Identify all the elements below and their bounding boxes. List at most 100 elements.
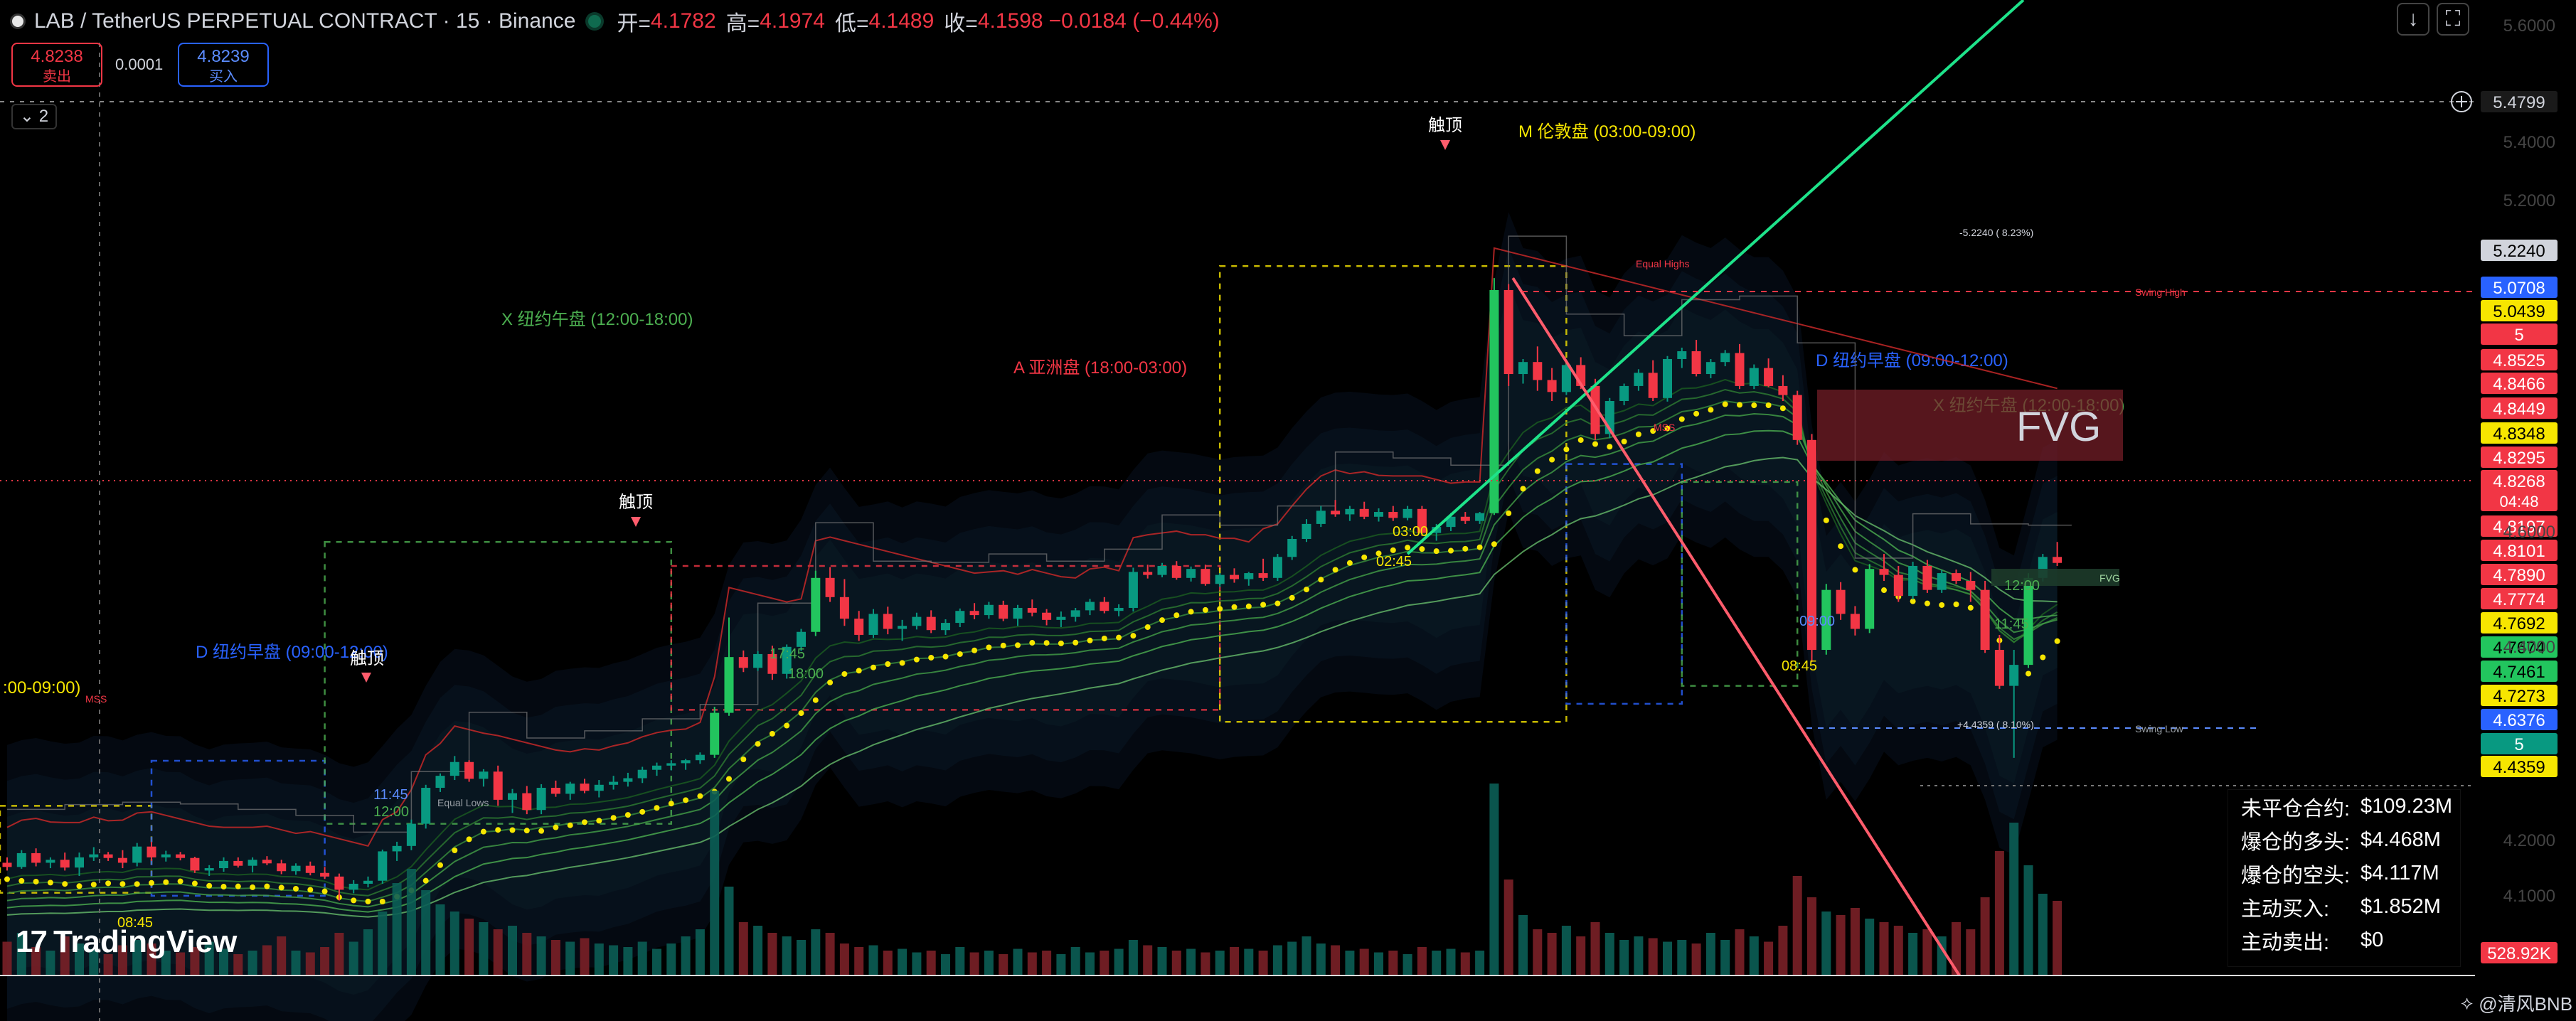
candle-body bbox=[305, 865, 315, 873]
candle bbox=[666, 760, 676, 771]
indicators-collapse-button[interactable]: ⌄ 2 bbox=[11, 104, 57, 129]
candle-body bbox=[1013, 607, 1023, 619]
sell-price: 4.8238 bbox=[31, 47, 83, 66]
trail-dot bbox=[321, 888, 328, 894]
axis-tick-label: 4.1000 bbox=[2503, 887, 2555, 906]
volume-bar bbox=[1215, 951, 1225, 975]
volume-bar bbox=[2038, 894, 2048, 975]
candle-body bbox=[1331, 510, 1341, 515]
candle bbox=[277, 860, 287, 875]
candle-body bbox=[1518, 362, 1528, 375]
fvg-small-box bbox=[1991, 569, 2119, 586]
trail-dot bbox=[1101, 635, 1107, 641]
candle-body bbox=[1171, 565, 1181, 578]
trail-dot bbox=[1058, 640, 1064, 646]
candle bbox=[999, 600, 1008, 621]
symbol-title[interactable]: LAB / TetherUS PERPETUAL CONTRACT · 15 ·… bbox=[34, 9, 576, 33]
price-label-text: 4.8449 bbox=[2493, 400, 2545, 419]
candle-body bbox=[1893, 574, 1903, 597]
volume-bar bbox=[2023, 865, 2033, 975]
candle bbox=[31, 848, 41, 867]
trail-dot bbox=[610, 815, 617, 821]
candle bbox=[1345, 506, 1355, 521]
candle bbox=[1201, 565, 1210, 586]
high-label: 高= bbox=[725, 12, 760, 36]
price-axis: 5.4799 5.2240 5.0708 5.0439 5 4.8525 4.8466 4.8… bbox=[2481, 91, 2558, 963]
author-name: @清风BNB bbox=[2479, 993, 2573, 1015]
volume-bar bbox=[449, 912, 459, 975]
trail-dot bbox=[1967, 604, 1974, 611]
trail-dot bbox=[812, 697, 819, 703]
price-label-text: 4.7273 bbox=[2493, 687, 2545, 706]
stat-row: 主动买入: $1.852M bbox=[2228, 890, 2460, 924]
volume-bar bbox=[1850, 908, 1860, 975]
candle bbox=[1590, 378, 1600, 440]
volume-bar bbox=[233, 954, 243, 975]
volume-bar bbox=[348, 941, 358, 975]
download-icon[interactable]: ↓ bbox=[2397, 3, 2429, 36]
volume-bar bbox=[1258, 951, 1268, 975]
candle bbox=[969, 603, 979, 620]
volume-bar bbox=[1952, 922, 1961, 975]
candle bbox=[1460, 512, 1470, 524]
volume-bar bbox=[1619, 940, 1629, 975]
trail-dot bbox=[1304, 587, 1309, 593]
candle bbox=[738, 650, 748, 673]
volume-bar bbox=[2053, 901, 2063, 975]
trail-dot bbox=[1607, 444, 1613, 450]
volume-bar bbox=[291, 951, 301, 975]
trail-dot bbox=[365, 898, 371, 904]
volume-bar bbox=[117, 945, 127, 975]
trail-dot bbox=[972, 647, 978, 653]
price-label-text: 4.8348 bbox=[2493, 424, 2545, 444]
sell-button[interactable]: 4.8238 卖出 bbox=[11, 43, 102, 87]
candle-body bbox=[1922, 565, 1932, 590]
candle bbox=[2023, 573, 2033, 668]
candle bbox=[1128, 567, 1138, 612]
candle-body bbox=[89, 854, 99, 857]
candle bbox=[681, 759, 691, 770]
candle-body bbox=[1359, 508, 1369, 517]
volume-bar bbox=[1027, 952, 1037, 975]
candle-body bbox=[449, 761, 459, 776]
price-label-text: 4.7461 bbox=[2493, 663, 2545, 682]
price-label: 5 bbox=[2481, 733, 2558, 754]
touch-top-label: 触顶 bbox=[1428, 116, 1462, 135]
candle bbox=[695, 752, 705, 764]
trail-dot bbox=[422, 877, 429, 884]
low-value: 4.1489 bbox=[868, 9, 935, 33]
candle bbox=[334, 873, 344, 901]
price-label-box bbox=[2481, 422, 2558, 444]
candle-body bbox=[1070, 610, 1080, 617]
price-label-text: 4.6376 bbox=[2493, 711, 2545, 730]
candle bbox=[1403, 506, 1412, 520]
volume-bar bbox=[1388, 951, 1398, 975]
price-label-box bbox=[2481, 540, 2558, 561]
candle-body bbox=[811, 577, 821, 632]
candle-body bbox=[522, 793, 532, 811]
candle bbox=[1272, 554, 1282, 582]
trail-dot bbox=[105, 880, 112, 887]
candle bbox=[1042, 609, 1052, 626]
candle-body bbox=[839, 597, 849, 619]
trail-dot bbox=[1563, 447, 1570, 453]
ma-line bbox=[6, 456, 2058, 918]
fullscreen-icon[interactable]: ⛶ bbox=[2437, 3, 2469, 36]
candle-body bbox=[46, 860, 55, 863]
fvg-box bbox=[1817, 390, 2123, 461]
volume-bar bbox=[1302, 936, 1311, 975]
candle bbox=[609, 776, 619, 790]
price-label-box bbox=[2481, 300, 2558, 321]
candle bbox=[378, 849, 388, 884]
candle bbox=[305, 861, 315, 876]
candle-body bbox=[1432, 527, 1442, 533]
touch-top-marker bbox=[361, 673, 371, 683]
close-label: 收= bbox=[944, 12, 978, 36]
price-label: 4.8101 bbox=[2481, 540, 2558, 561]
volume-bar bbox=[1272, 945, 1282, 975]
buy-button[interactable]: 4.8239 买入 bbox=[178, 43, 269, 87]
candle-body bbox=[2, 862, 12, 867]
candle-body bbox=[941, 623, 950, 631]
candle bbox=[1749, 364, 1759, 390]
